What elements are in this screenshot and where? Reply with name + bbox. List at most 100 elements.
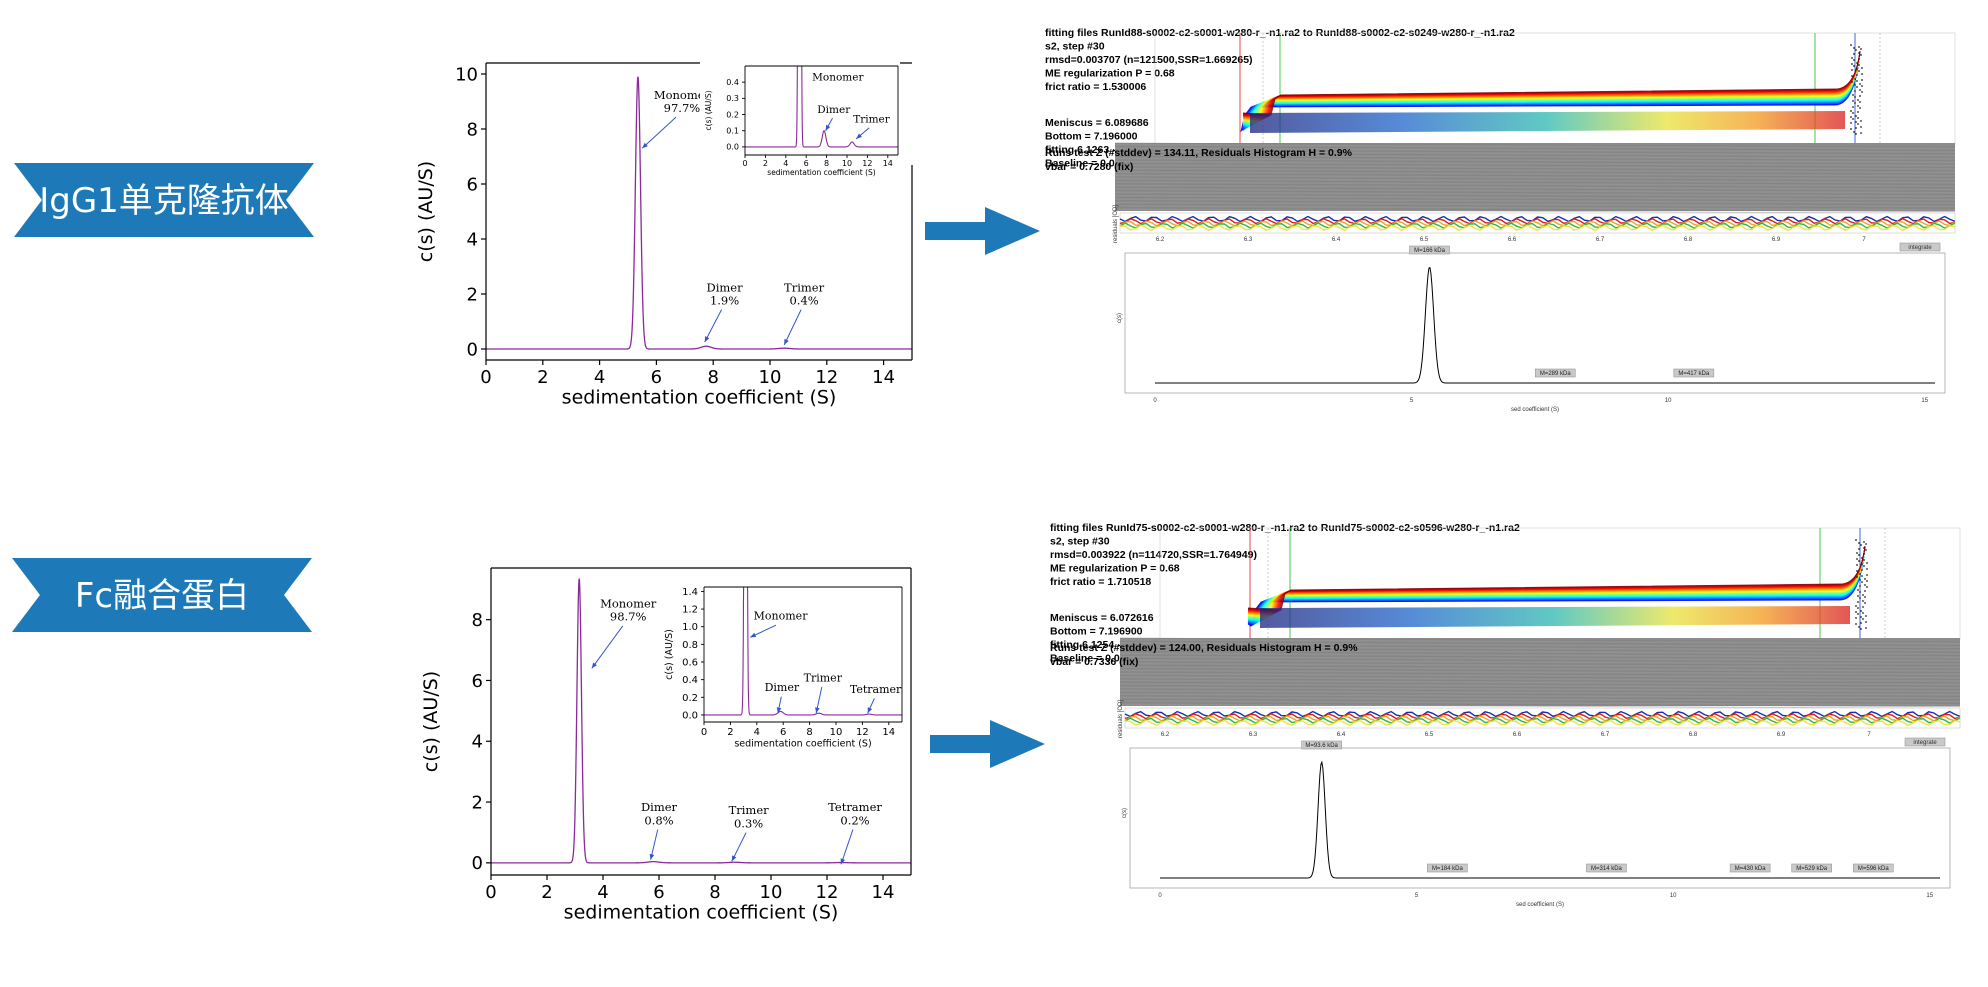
raw-scatter-point (1851, 63, 1853, 65)
residual-x-tick-label: 6.5 (1420, 237, 1429, 243)
x-tick-label: 0 (485, 882, 496, 903)
bitmap-streak (1114, 149, 1956, 155)
residual-trace (1124, 717, 1961, 724)
bitmap-streak (1119, 637, 1961, 643)
cs-series-line (745, 66, 898, 148)
annotation-value: 1.9% (710, 293, 739, 307)
x-axis-label: sedimentation coefficient (S) (564, 902, 839, 924)
raw-scatter-point (1852, 118, 1854, 120)
bitmap-streak (1119, 700, 1961, 706)
bitmap-streak (1119, 656, 1961, 662)
raw-scatter-point (1855, 623, 1857, 625)
fit-info-line: frict ratio = 1.530006 (1045, 81, 1146, 93)
raw-scatter-point (1859, 83, 1861, 85)
bitmap-streak (1119, 693, 1961, 699)
residual-trace (1119, 222, 1956, 229)
bitmap-streak (1119, 642, 1961, 648)
bitmap-streak (1114, 181, 1956, 187)
x-axis-label: sedimentation coefficient (S) (562, 387, 837, 409)
raw-scatter-point (1865, 621, 1867, 623)
raw-scatter-point (1861, 73, 1863, 75)
fit-param-line: Bottom = 7.196900 (1050, 626, 1143, 638)
raw-scatter-point (1862, 612, 1864, 614)
raw-scatter-point (1850, 116, 1852, 118)
raw-scatter-point (1855, 121, 1857, 123)
bitmap-streak (1114, 157, 1956, 163)
residual-x-tick-label: 6.2 (1156, 237, 1165, 243)
x-tick-label: 8 (824, 159, 829, 168)
raw-scatter-point (1860, 132, 1862, 134)
bitmap-streak (1114, 171, 1956, 177)
mw-chip: M=184 kDa (1427, 863, 1468, 873)
annotation-arrowhead (776, 707, 782, 714)
raw-scatter-point (1860, 622, 1862, 624)
bitmap-streak (1119, 651, 1961, 657)
raw-scatter-point (1857, 607, 1859, 609)
scan-trace (1242, 50, 1861, 116)
mw-chip-box (1852, 863, 1894, 873)
annotation-arrowhead (867, 707, 873, 714)
annotation-arrow (704, 309, 723, 343)
raw-scatter-point (1855, 611, 1857, 613)
annotation-label: Dimer (817, 104, 851, 116)
x-tick-label: 8 (707, 367, 718, 388)
mw-chip-box (1534, 368, 1576, 378)
integrate-button (1904, 737, 1946, 747)
bitmap-streak (1119, 685, 1961, 691)
annotation-label: Dimer (765, 681, 800, 694)
row2-ribbon: Fc融合蛋白 (12, 558, 312, 632)
mw-chip-label: M=93.6 kDa (1305, 743, 1338, 749)
residuals-axis-label: residuals [OD] (1113, 205, 1119, 243)
x-axis-label: sedimentation coefficient (S) (734, 739, 871, 750)
raw-scatter-point (1859, 579, 1861, 581)
annotation-label: Dimer (641, 800, 678, 814)
y-tick-label: 0.6 (682, 658, 698, 669)
bitmap-streak (1119, 671, 1961, 677)
annotation-arrowhead (649, 853, 655, 860)
annotation-arrowhead (591, 662, 597, 669)
mw-chip-box (1729, 863, 1771, 873)
mw-chip: M=417 kDa (1673, 368, 1715, 378)
bitmap-streak (1114, 188, 1956, 194)
raw-scatter-point (1861, 575, 1863, 577)
cs-series-line (486, 76, 912, 350)
raw-scatter-point (1854, 78, 1856, 80)
y-tick-label: 0 (467, 339, 478, 360)
vbar-text: vbar = 0.7280 (fix) (1045, 161, 1133, 173)
fit-info-line: rmsd=0.003707 (n=121500,SSR=1.669265) (1045, 54, 1253, 66)
cs-distribution-line (1160, 760, 1940, 879)
residual-trace (1124, 710, 1961, 718)
ribbon-label: IgG1单克隆抗体 (39, 181, 289, 221)
annotation-value: 97.7% (664, 101, 701, 115)
y-tick-label: 8 (472, 610, 483, 631)
residual-x-tick-label: 6.3 (1249, 732, 1258, 738)
cs-x-tick-label: 5 (1410, 398, 1414, 404)
raw-scatter-point (1853, 131, 1855, 133)
raw-scatter-point (1863, 541, 1865, 543)
x-tick-label: 12 (862, 159, 872, 168)
mw-chip-label: M=417 kDa (1678, 371, 1710, 377)
mw-chip-label: M=529 kDa (1796, 866, 1828, 872)
mw-chip: M=166 kDa (1409, 245, 1450, 255)
annotation-label: Trimer (784, 280, 825, 294)
raw-scatter-point (1864, 578, 1866, 580)
bitmap-streak (1114, 195, 1956, 201)
y-tick-label: 4 (467, 229, 478, 250)
bitmap-streak (1114, 174, 1956, 180)
raw-scatter-point (1864, 590, 1866, 592)
raw-scatter-point (1857, 601, 1859, 603)
bitmap-streak (1119, 688, 1961, 694)
raw-scatter-point (1857, 595, 1859, 597)
y-axis-label: c(s) (AU/S) (420, 671, 442, 772)
raw-scatter-point (1857, 99, 1859, 101)
y-tick-label: 8 (467, 119, 478, 140)
raw-scatter-point (1850, 122, 1852, 124)
raw-scatter-point (1860, 616, 1862, 618)
mw-chip-box (1673, 368, 1715, 378)
row1-ribbon: IgG1单克隆抗体 (14, 163, 314, 237)
annotation-arrow (783, 309, 802, 346)
annotation-label: Trimer (729, 803, 770, 817)
cs-x-tick-label: 0 (1158, 893, 1162, 899)
y-tick-label: 6 (467, 174, 478, 195)
raw-scatter-point (1853, 59, 1855, 61)
